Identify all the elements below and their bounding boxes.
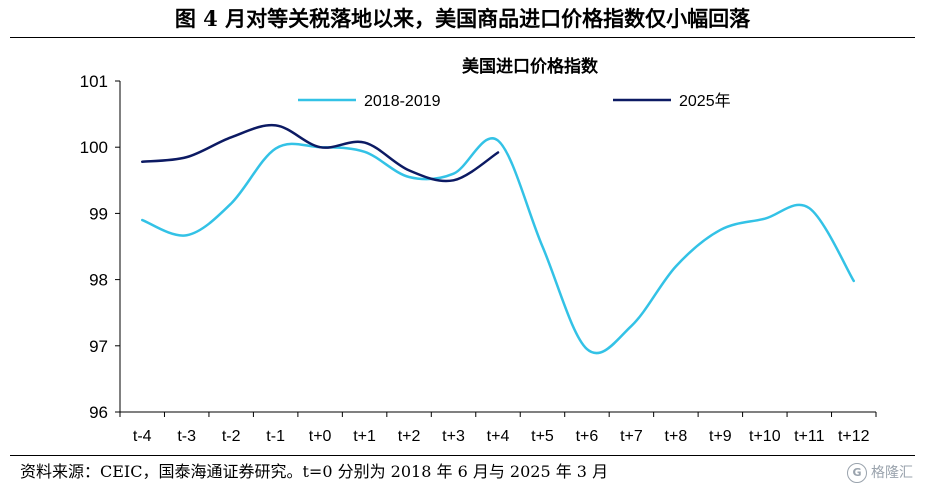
- x-tick-label: t+1: [353, 428, 376, 445]
- y-tick-label: 101: [80, 72, 108, 91]
- legend-label-1: 2025年: [679, 92, 731, 110]
- series-line-1: [140, 123, 500, 183]
- series-line-0: [140, 137, 856, 355]
- chart-title: 美国进口价格指数: [462, 56, 599, 77]
- bottom-rule: [10, 455, 915, 456]
- x-tick-label: t+9: [709, 428, 732, 445]
- watermark-text: 格隆汇: [871, 465, 913, 481]
- x-tick-label: t+3: [442, 428, 465, 445]
- x-tick-label: t-2: [222, 428, 241, 445]
- x-tick-label: t+6: [576, 428, 599, 445]
- y-tick-label: 98: [89, 271, 108, 290]
- legend: 2018-2019 2025年: [298, 92, 731, 110]
- x-tick-label: t+7: [620, 428, 643, 445]
- series-layer: [140, 123, 856, 355]
- x-tick-label: t+5: [531, 428, 554, 445]
- axes: 96 97 98 99 100 101 t-4 t-3 t-2 t-1 t+0 t+1 t+2 t+3 t+…: [80, 72, 877, 445]
- top-rule: [10, 37, 915, 38]
- x-tick-label: t+11: [794, 428, 825, 445]
- y-tick-label: 97: [89, 337, 108, 356]
- x-tick-label: t+8: [665, 428, 688, 445]
- x-tick-label: t+10: [749, 428, 781, 445]
- x-tick-label: t+2: [398, 428, 421, 445]
- line-chart: 美国进口价格指数 96 97 98 99 100 101 t-4 t-3 t-2 t-1 t+0 t+…: [80, 56, 877, 445]
- y-tick-label: 96: [89, 403, 108, 422]
- y-tick-label: 99: [89, 204, 108, 223]
- x-tick-label: t-1: [266, 428, 285, 445]
- y-tick-label: 100: [80, 138, 108, 157]
- x-tick-label: t+0: [309, 428, 332, 445]
- gelonghui-logo-icon: G: [847, 463, 867, 483]
- figure-title: 图 4 月对等关税落地以来，美国商品进口价格指数仅小幅回落: [174, 6, 751, 31]
- watermark: G 格隆汇: [847, 460, 913, 486]
- x-tick-label: t-3: [177, 428, 196, 445]
- source-note: 资料来源：CEIC，国泰海通证券研究。t=0 分别为 2018 年 6 月与 2…: [20, 462, 609, 481]
- x-tick-label: t+4: [487, 428, 510, 445]
- x-tick-label: t-4: [133, 428, 152, 445]
- x-tick-label: t+12: [838, 428, 870, 445]
- legend-label-0: 2018-2019: [364, 93, 441, 110]
